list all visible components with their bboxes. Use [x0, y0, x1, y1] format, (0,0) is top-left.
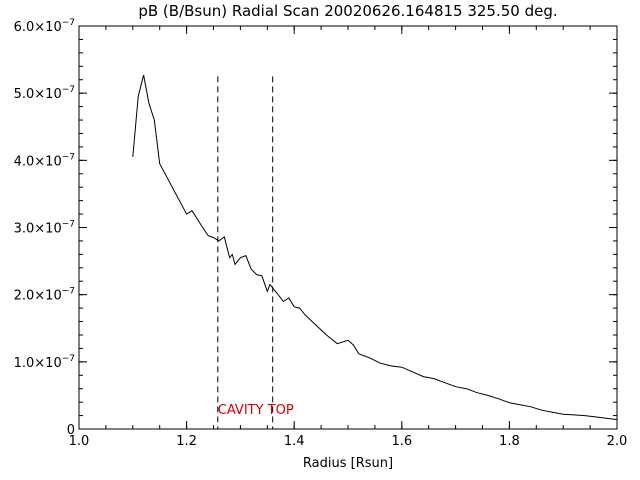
x-axis-label: Radius [Rsun] [303, 456, 393, 471]
y-tick-label: 2.0×10−7 [14, 287, 75, 304]
x-tick-label: 1.6 [391, 434, 412, 449]
x-axis: 1.0 1.2 1.4 1.6 1.8 2.0 [69, 26, 628, 449]
y-tick-label: 4.0×10−7 [14, 152, 75, 169]
y-tick-label: 3.0×10−7 [14, 220, 75, 237]
plot-frame [78, 25, 618, 430]
x-tick-label: 1.4 [284, 434, 305, 449]
y-axis: 0 1.0×10−7 2.0×10−7 3.0×10−7 4.0×10−7 5.0×10−… [14, 18, 617, 438]
x-tick-label: 2.0 [607, 434, 628, 449]
cavity-marker-lines [217, 76, 274, 429]
y-tick-label: 5.0×10−7 [14, 85, 75, 102]
x-tick-label: 1.0 [69, 434, 90, 449]
y-tick-label: 6.0×10−7 [14, 18, 75, 35]
cavity-top-annotation: CAVITY TOP [218, 403, 294, 418]
y-tick-label: 0 [67, 423, 75, 438]
x-tick-label: 1.8 [499, 434, 520, 449]
series-line [132, 74, 618, 421]
y-tick-label: 1.0×10−7 [14, 354, 75, 371]
x-tick-label: 1.2 [176, 434, 197, 449]
chart-title: pB (B/Bsun) Radial Scan 20020626.164815 … [138, 2, 557, 20]
series-group [132, 74, 618, 421]
